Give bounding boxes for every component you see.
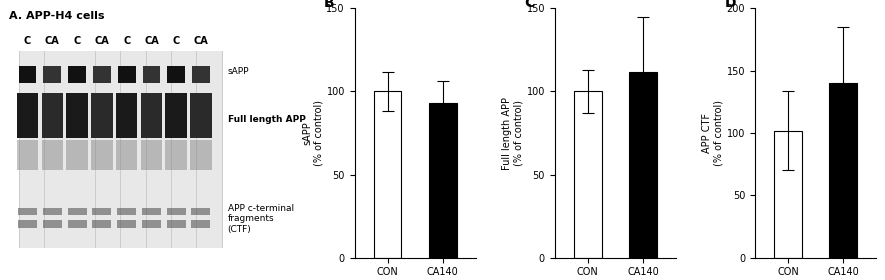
Text: D: D [725, 0, 736, 10]
FancyBboxPatch shape [118, 66, 135, 83]
Text: CA: CA [45, 36, 59, 46]
Bar [774, 130, 802, 258]
FancyBboxPatch shape [191, 208, 211, 215]
FancyBboxPatch shape [141, 93, 162, 138]
FancyBboxPatch shape [92, 220, 112, 228]
FancyBboxPatch shape [165, 93, 187, 138]
FancyBboxPatch shape [42, 208, 62, 215]
FancyBboxPatch shape [166, 208, 186, 215]
Text: Full length APP: Full length APP [227, 115, 305, 124]
Text: CA: CA [95, 36, 109, 46]
FancyBboxPatch shape [116, 141, 137, 170]
FancyBboxPatch shape [190, 93, 212, 138]
FancyBboxPatch shape [17, 141, 38, 170]
FancyBboxPatch shape [66, 141, 88, 170]
FancyBboxPatch shape [67, 208, 87, 215]
FancyBboxPatch shape [141, 141, 162, 170]
FancyBboxPatch shape [66, 93, 88, 138]
FancyBboxPatch shape [67, 220, 87, 228]
Text: C: C [73, 36, 81, 46]
Text: C: C [24, 36, 31, 46]
Y-axis label: Full length APP
(% of control): Full length APP (% of control) [502, 97, 524, 169]
Text: APP c-terminal
fragments
(CTF): APP c-terminal fragments (CTF) [227, 204, 294, 234]
FancyBboxPatch shape [190, 141, 212, 170]
Text: C: C [173, 36, 180, 46]
Bar [829, 83, 857, 258]
FancyBboxPatch shape [142, 220, 161, 228]
FancyBboxPatch shape [42, 141, 63, 170]
FancyBboxPatch shape [165, 141, 187, 170]
FancyBboxPatch shape [18, 208, 37, 215]
FancyBboxPatch shape [68, 66, 86, 83]
Text: CA: CA [144, 36, 158, 46]
FancyBboxPatch shape [142, 66, 160, 83]
FancyBboxPatch shape [191, 220, 211, 228]
Bar [574, 92, 602, 258]
FancyBboxPatch shape [142, 208, 161, 215]
Text: A. APP-H4 cells: A. APP-H4 cells [9, 11, 104, 21]
FancyBboxPatch shape [91, 141, 112, 170]
FancyBboxPatch shape [192, 66, 210, 83]
Text: sAPP: sAPP [227, 67, 250, 76]
FancyBboxPatch shape [43, 66, 61, 83]
Bar [429, 103, 457, 258]
FancyBboxPatch shape [93, 66, 111, 83]
FancyBboxPatch shape [91, 93, 112, 138]
Text: B: B [324, 0, 335, 10]
FancyBboxPatch shape [42, 220, 62, 228]
Y-axis label: APP CTF
(% of control): APP CTF (% of control) [703, 100, 724, 166]
FancyBboxPatch shape [117, 220, 136, 228]
FancyBboxPatch shape [117, 208, 136, 215]
Bar [373, 92, 402, 258]
FancyBboxPatch shape [92, 208, 112, 215]
FancyBboxPatch shape [17, 93, 38, 138]
FancyBboxPatch shape [167, 66, 185, 83]
FancyBboxPatch shape [18, 220, 37, 228]
Y-axis label: sAPP
(% of control): sAPP (% of control) [302, 100, 324, 166]
Text: C: C [123, 36, 130, 46]
Text: C: C [525, 0, 535, 10]
FancyBboxPatch shape [19, 66, 36, 83]
FancyBboxPatch shape [166, 220, 186, 228]
Bar [629, 71, 657, 258]
Text: CA: CA [194, 36, 208, 46]
FancyBboxPatch shape [42, 93, 63, 138]
FancyBboxPatch shape [19, 51, 222, 248]
FancyBboxPatch shape [116, 93, 137, 138]
